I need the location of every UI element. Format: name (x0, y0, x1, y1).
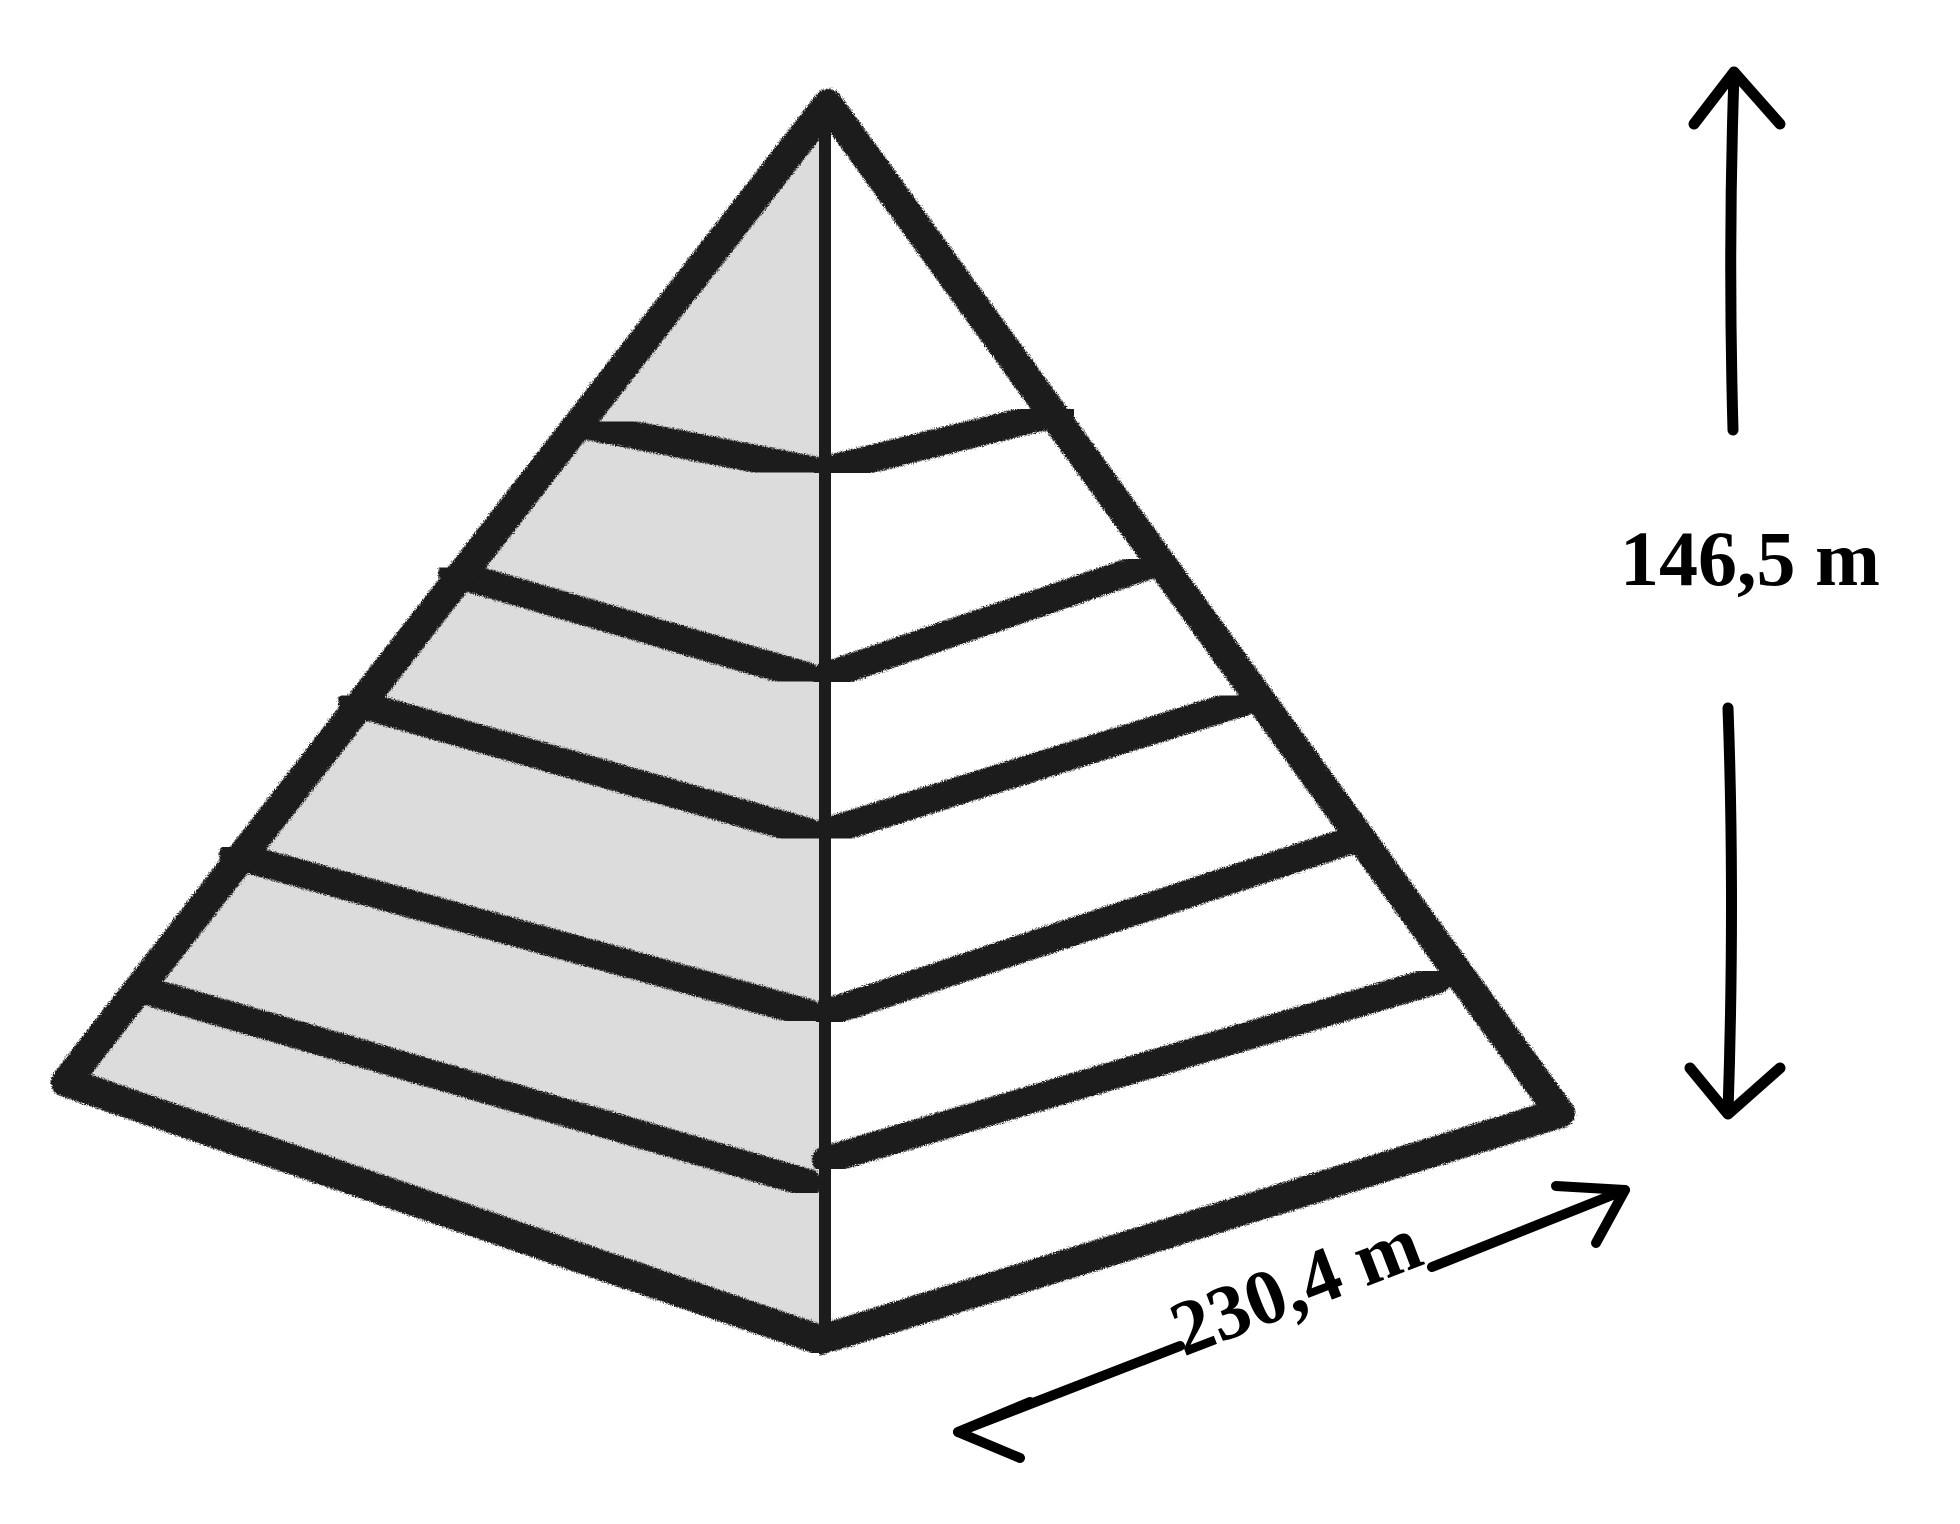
arrow-head-down-icon (1684, 1062, 1786, 1120)
arrow-head-left-icon (953, 1397, 1035, 1463)
arrow-head-right-icon (1551, 1181, 1630, 1248)
height-dimension-arrow (1684, 66, 1786, 1120)
arrow-head-up-icon (1688, 66, 1786, 130)
pyramid-outline (51, 89, 1575, 1355)
height-arrow-up (1725, 68, 1740, 436)
base-arrow-right (1427, 1185, 1630, 1272)
left-face-bands (136, 410, 826, 1197)
base-dimension-arrow (953, 1181, 1630, 1463)
right-face-bands (812, 398, 1451, 1174)
height-label: 146,5 m (1620, 515, 1880, 602)
height-arrow-down (1722, 702, 1737, 1118)
